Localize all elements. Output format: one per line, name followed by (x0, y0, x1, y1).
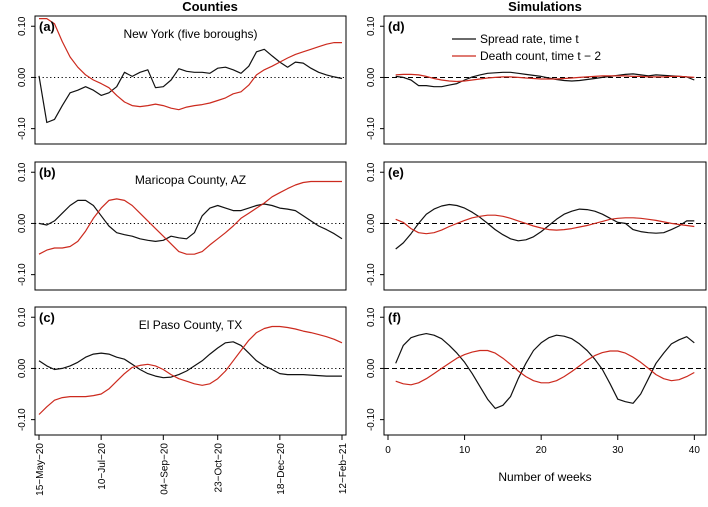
panel-frame (383, 161, 707, 291)
y-tick-label: -0.10 (366, 408, 377, 431)
panel-a: 0.10 0.00 -0.10 (a) New York (five boroughs) (17, 15, 347, 145)
death-count-line (395, 73, 695, 83)
x-tick-label: 20 (536, 445, 548, 456)
x-tick-label: 40 (689, 445, 701, 456)
y-tick-label: -0.10 (17, 408, 28, 431)
date-label: 15−May−20 (35, 443, 46, 496)
panel-label: (e) (388, 165, 404, 180)
date-label: 12−Feb−21 (338, 443, 349, 495)
x-tick-label: 30 (612, 445, 624, 456)
panel-label: (c) (39, 310, 55, 325)
death-count-line (39, 18, 342, 111)
y-tick-label: 0.00 (366, 67, 377, 87)
legend-spread-label: Spread rate, time t (480, 32, 579, 46)
spread-rate-line (38, 341, 342, 379)
y-tick-label: -0.10 (17, 117, 28, 140)
legend-death-label: Death count, time t − 2 (480, 49, 601, 63)
y-tick-label: 0.10 (17, 162, 28, 182)
panel-b: 0.10 0.00 -0.10 (b) Maricopa County, AZ (17, 161, 347, 291)
panel-title: Maricopa County, AZ (135, 173, 246, 187)
panel-label: (d) (388, 19, 405, 34)
y-tick-label: 0.00 (366, 213, 377, 233)
simulations-title: Simulations (508, 0, 582, 14)
y-tick-label: 0.00 (17, 213, 28, 233)
panel-f: 0.10 0.00 -0.10 (f) (366, 306, 707, 436)
y-tick-label: -0.10 (366, 263, 377, 286)
panel-frame (34, 15, 347, 145)
date-label: 23−Oct−20 (214, 443, 225, 493)
panel-c: 0.10 0.00 -0.10 (c) El Paso County, TX (17, 306, 347, 436)
y-tick-label: -0.10 (366, 117, 377, 140)
date-label: 04−Sep−20 (159, 443, 170, 495)
y-tick-label: 0.00 (366, 358, 377, 378)
counties-title: Counties (182, 0, 238, 14)
panel-title: El Paso County, TX (139, 318, 243, 332)
date-label: 10−Jul−20 (97, 443, 108, 490)
x-axis-label: Number of weeks (498, 470, 591, 484)
panel-label: (b) (39, 165, 56, 180)
y-tick-label: 0.10 (17, 307, 28, 327)
panel-frame (383, 15, 707, 145)
spread-rate-line (395, 203, 695, 250)
panel-frame (34, 161, 347, 291)
y-tick-label: 0.10 (366, 16, 377, 36)
panel-frame (383, 306, 707, 436)
spread-rate-line (395, 71, 695, 88)
death-count-line (38, 325, 343, 415)
panel-d: 0.10 0.00 -0.10 (d) (366, 15, 707, 145)
panel-e: 0.10 0.00 -0.10 (e) (366, 161, 707, 291)
x-tick-label: 0 (385, 445, 391, 456)
y-tick-label: 0.10 (366, 307, 377, 327)
panel-title: New York (five boroughs) (123, 27, 257, 41)
death-count-line (395, 214, 695, 235)
spread-rate-line (38, 199, 343, 242)
panel-frame (34, 306, 347, 436)
spread-rate-line (38, 48, 343, 124)
y-tick-label: 0.10 (366, 162, 377, 182)
y-tick-label: 0.10 (17, 16, 28, 36)
y-tick-label: -0.10 (17, 263, 28, 286)
panel-label: (f) (388, 310, 401, 325)
panel-label: (a) (39, 19, 55, 34)
legend: Spread rate, time t Death count, time t … (452, 32, 601, 63)
death-count-line (38, 180, 342, 255)
death-count-line (395, 349, 695, 386)
date-label: 18−Dec−20 (276, 443, 287, 495)
spread-rate-line (395, 333, 695, 409)
y-tick-label: 0.00 (17, 67, 28, 87)
x-tick-label: 10 (459, 445, 471, 456)
y-tick-label: 0.00 (17, 358, 28, 378)
